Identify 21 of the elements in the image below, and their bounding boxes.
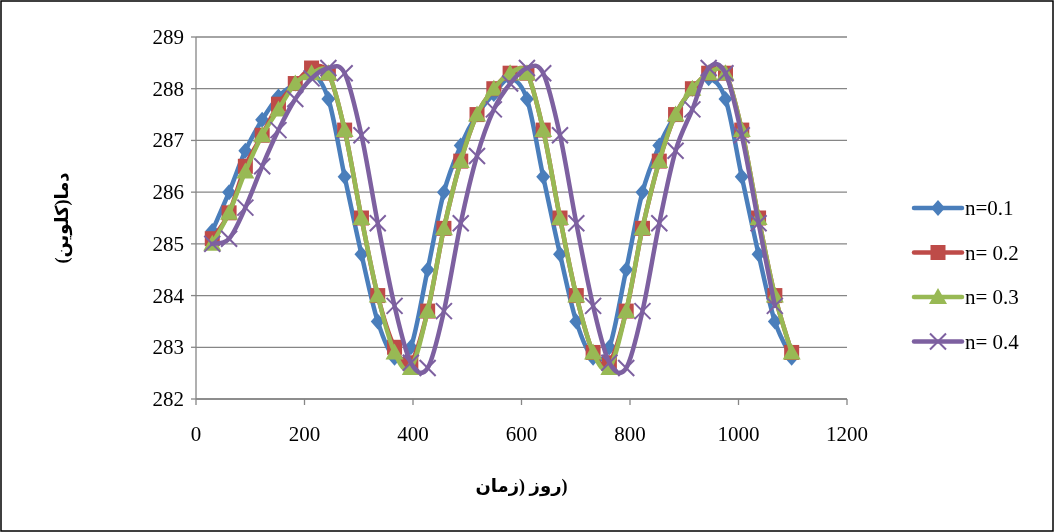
y-axis-title: دما(کلوین) (52, 172, 73, 264)
y-tick-label: 286 (152, 180, 184, 205)
legend-label: n=0.1 (965, 196, 1014, 220)
y-tick-label: 283 (152, 335, 184, 360)
x-tick-label: 1000 (717, 422, 760, 446)
legend-label: n= 0.2 (965, 240, 1019, 265)
legend-label: n= 0.4 (965, 329, 1020, 354)
y-tick-label: 288 (152, 76, 184, 101)
x-tick-label: 800 (614, 422, 646, 446)
x-tick-label: 200 (288, 422, 321, 446)
x-tick-label: 600 (505, 422, 538, 446)
x-tick-label: 1200 (826, 422, 868, 446)
x-tick-label: 400 (397, 422, 429, 446)
x-tick-label: 0 (190, 422, 202, 446)
y-tick-label: 285 (152, 231, 184, 256)
legend-label: n= 0.3 (965, 285, 1019, 309)
y-tick-label: 287 (152, 128, 184, 153)
x-axis-title: زمان) روز) (475, 476, 568, 496)
y-tick-label: 284 (152, 283, 185, 308)
y-tick-label: 282 (152, 387, 184, 411)
y-tick-label: 289 (152, 25, 184, 49)
